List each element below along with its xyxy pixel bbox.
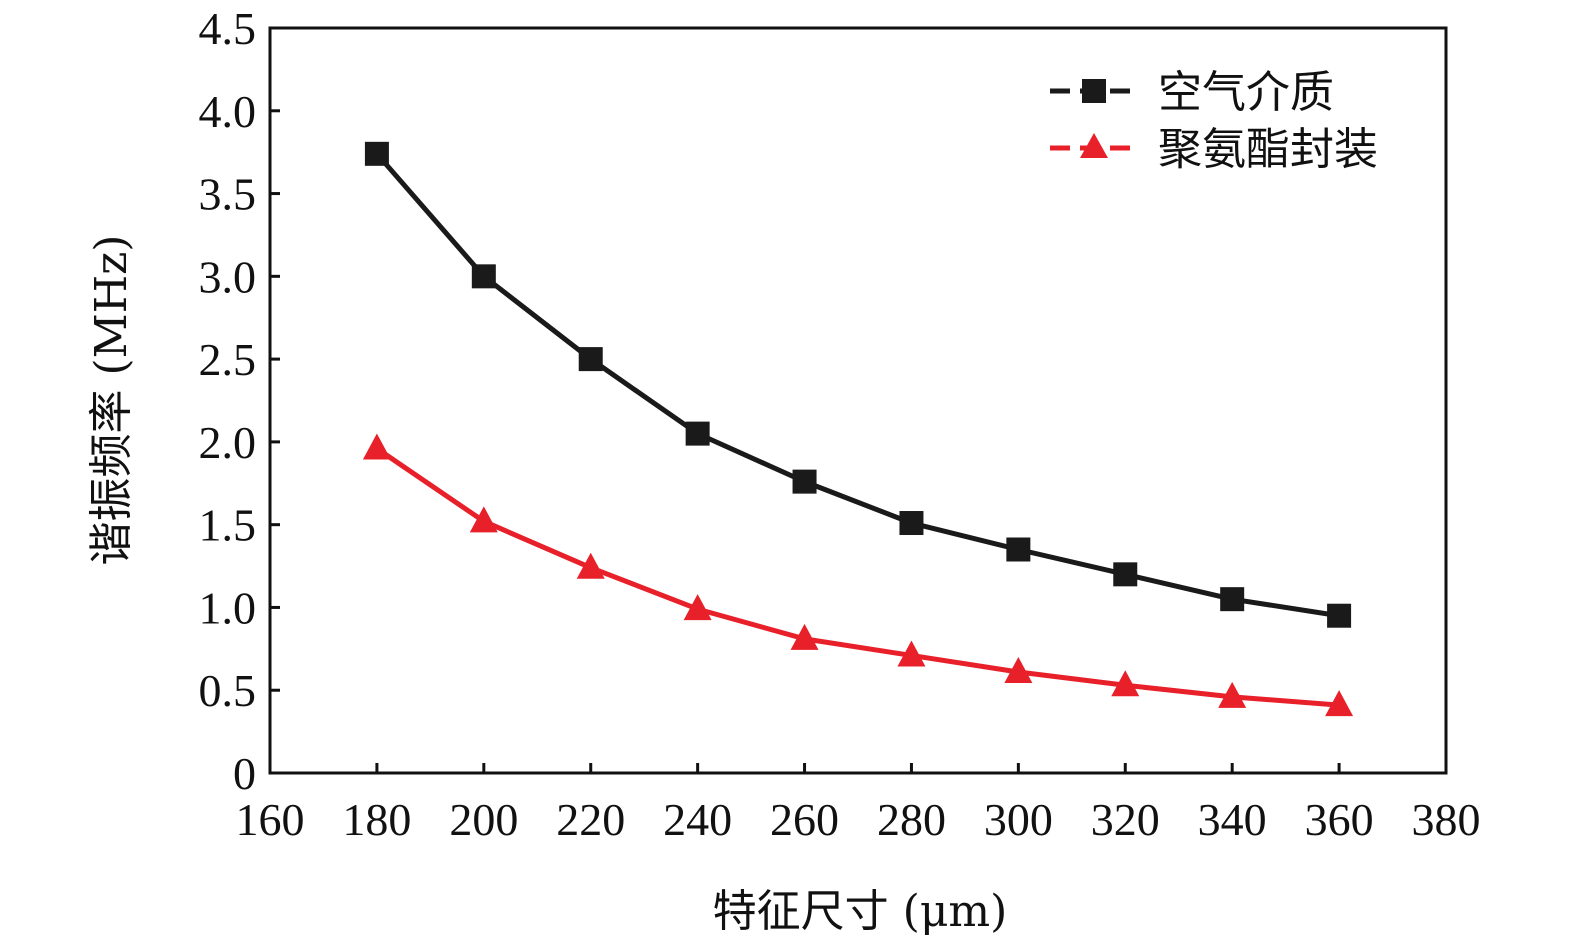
data-point-triangle [683,594,712,621]
data-point-square [578,347,603,372]
y-tick-label: 0.5 [199,665,257,716]
data-point-triangle [790,623,819,650]
data-point-square [1113,562,1138,587]
x-tick-label: 300 [984,794,1053,845]
data-point-triangle [1325,690,1354,717]
legend-label-polyurethane: 聚氨酯封装 [1158,124,1378,175]
y-tick-label: 4.5 [199,3,257,54]
x-tick-label: 380 [1412,794,1481,845]
y-axis: 0 0.5 1.0 1.5 2.0 2.5 3.0 3.5 4.0 4.5 [199,3,280,799]
legend-item-air: 空气介质 [1050,67,1334,118]
legend-label-air: 空气介质 [1158,67,1334,118]
series-layer [362,141,1354,717]
data-point-square [471,264,496,289]
x-tick-label: 320 [1091,794,1160,845]
x-tick-label: 240 [663,794,732,845]
data-point-triangle [362,433,391,460]
data-point-triangle [1004,657,1033,684]
x-axis: 160 180 200 220 240 260 280 300 320 340 360 380 [236,763,1481,845]
legend-marker-square [1082,79,1106,103]
x-tick-label: 260 [770,794,839,845]
plot-frame [268,26,1448,775]
y-tick-label: 4.0 [199,86,257,137]
legend-item-polyurethane: 聚氨酯封装 [1050,124,1378,175]
y-tick-label: 2.5 [199,334,257,385]
data-point-square [899,511,924,536]
y-tick-label: 3.5 [199,169,257,220]
data-point-square [1327,603,1352,628]
data-point-square [685,421,710,446]
x-tick-label: 280 [877,794,946,845]
x-tick-label: 200 [449,794,518,845]
y-tick-label: 0 [233,748,256,799]
data-point-square [364,141,389,166]
data-point-triangle [1111,670,1140,697]
y-tick-label: 3.0 [199,251,257,302]
legend: 空气介质 聚氨酯封装 [1050,67,1378,175]
data-point-triangle [576,552,605,579]
data-point-triangle [1218,681,1247,708]
data-point-square [792,469,817,494]
x-tick-label: 360 [1305,794,1374,845]
x-tick-label: 160 [236,794,305,845]
y-tick-label: 1.5 [199,500,257,551]
y-tick-label: 2.0 [199,417,257,468]
series-line-0 [375,152,1340,619]
legend-marker-triangle [1080,133,1108,158]
x-tick-label: 180 [342,794,411,845]
y-axis-title: 谐振频率 (MHz) [86,235,137,566]
data-point-triangle [469,506,498,533]
data-point-square [1220,587,1245,612]
x-tick-label: 220 [556,794,625,845]
plot-border [268,26,1448,775]
x-axis-title: 特征尺寸 (μm) [713,886,1008,937]
y-tick-label: 1.0 [199,582,257,633]
series-line-1 [375,446,1340,708]
data-point-square [1006,537,1031,562]
data-point-triangle [897,640,926,667]
x-tick-label: 340 [1198,794,1267,845]
